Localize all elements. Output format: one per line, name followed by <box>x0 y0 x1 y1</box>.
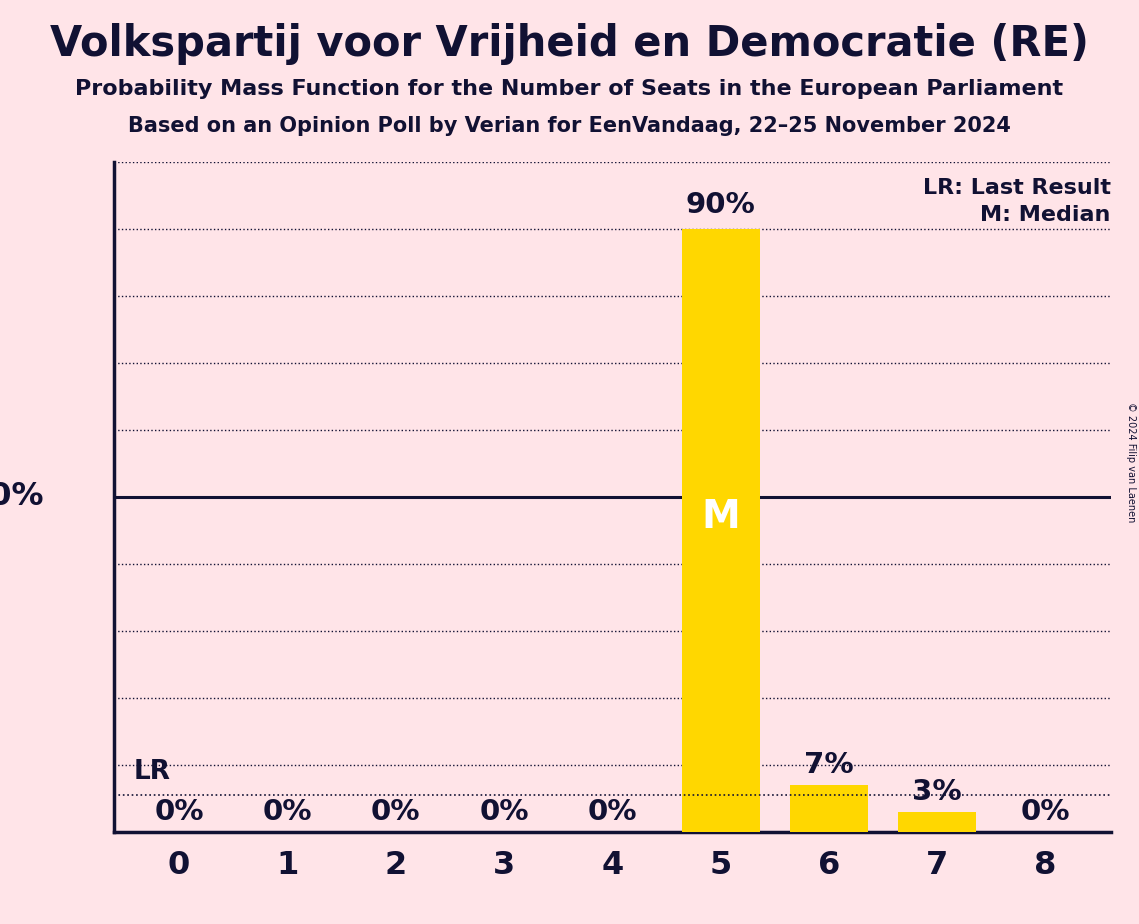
Text: 0%: 0% <box>1021 797 1071 825</box>
Text: Based on an Opinion Poll by Verian for EenVandaag, 22–25 November 2024: Based on an Opinion Poll by Verian for E… <box>128 116 1011 136</box>
Text: 0%: 0% <box>588 797 637 825</box>
Bar <box>681 229 760 832</box>
Text: 50%: 50% <box>0 481 44 512</box>
Text: M: M <box>702 498 740 536</box>
Text: 90%: 90% <box>686 190 755 219</box>
Text: LR: Last Result: LR: Last Result <box>923 178 1111 199</box>
Text: 0%: 0% <box>262 797 312 825</box>
Text: LR: LR <box>134 759 171 784</box>
Text: 7%: 7% <box>804 751 854 779</box>
Text: Volkspartij voor Vrijheid en Democratie (RE): Volkspartij voor Vrijheid en Democratie … <box>50 23 1089 65</box>
Text: © 2024 Filip van Laenen: © 2024 Filip van Laenen <box>1126 402 1136 522</box>
Text: Probability Mass Function for the Number of Seats in the European Parliament: Probability Mass Function for the Number… <box>75 79 1064 99</box>
Bar <box>899 811 976 832</box>
Text: 0%: 0% <box>480 797 528 825</box>
Text: 3%: 3% <box>912 778 962 806</box>
Text: 0%: 0% <box>371 797 420 825</box>
Bar <box>789 784 868 832</box>
Text: 0%: 0% <box>154 797 204 825</box>
Text: M: Median: M: Median <box>981 205 1111 225</box>
